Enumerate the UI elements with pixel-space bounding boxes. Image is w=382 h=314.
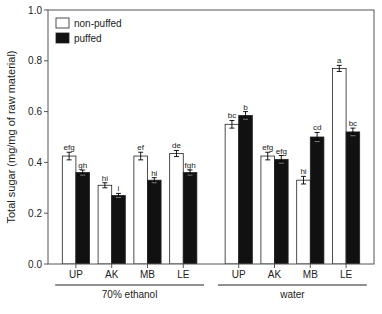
x-tick	[75, 264, 76, 268]
x-tick	[147, 264, 148, 268]
bar	[170, 154, 184, 264]
error-bar	[174, 150, 179, 156]
y-axis: 0.0 0.2 0.4 0.6 0.8 1.0	[28, 5, 48, 270]
annotations: efg hi ef de bc efg hi a gh i hi fgh b efg cd bc	[64, 56, 358, 193]
x-tick	[310, 264, 311, 268]
x-tick	[274, 264, 275, 268]
bars	[62, 68, 359, 264]
group-underline	[55, 285, 204, 286]
legend-swatch	[56, 18, 69, 28]
x-tick-label: UP	[69, 269, 83, 280]
y-tick	[44, 111, 48, 112]
error-bar	[243, 112, 248, 120]
y-tick	[44, 162, 48, 163]
legend-label: puffed	[74, 33, 102, 44]
y-axis-label: Total sugar (mg/mg of raw material)	[5, 51, 17, 224]
x-tick-label: MB	[140, 269, 155, 280]
error-bar	[102, 183, 107, 188]
bar	[183, 173, 197, 264]
y-tick	[44, 213, 48, 214]
chart: 0.0 0.2 0.4 0.6 0.8 1.0 Total sugar (mg/mg of …	[0, 0, 382, 314]
bar	[76, 173, 90, 264]
x-tick-label: UP	[232, 269, 246, 280]
error-bar	[279, 156, 284, 164]
bar	[134, 156, 148, 264]
y-tick-label: 0.0	[28, 259, 42, 270]
bar	[225, 124, 239, 264]
error-bar	[188, 170, 193, 175]
legend-label: non-puffed	[74, 18, 122, 29]
error-bar	[152, 178, 157, 183]
group-underline	[218, 285, 367, 286]
bar	[62, 156, 76, 264]
significance-label: hi	[300, 167, 306, 176]
y-tick-label: 0.6	[28, 106, 42, 117]
x-tick	[346, 264, 347, 268]
error-bar	[337, 65, 342, 71]
bar	[332, 68, 346, 264]
error-bar	[67, 152, 72, 160]
significance-label: efg	[276, 147, 287, 156]
bar	[310, 137, 324, 264]
error-bar	[116, 193, 121, 197]
significance-label: efg	[262, 143, 273, 152]
x-axis: UP AK MB LE UP AK MB LE 70% ethanol water	[55, 264, 367, 300]
bar	[297, 180, 311, 264]
plot-frame	[48, 10, 374, 264]
error-bar	[350, 128, 355, 136]
significance-label: b	[243, 103, 248, 112]
bar	[98, 185, 112, 264]
y-tick	[44, 60, 48, 61]
error-bar	[301, 176, 306, 184]
bar	[239, 115, 253, 264]
x-tick	[111, 264, 112, 268]
y-tick-label: 1.0	[28, 5, 42, 16]
x-tick-label: LE	[177, 269, 190, 280]
error-bar	[138, 152, 143, 160]
significance-label: i	[118, 184, 120, 193]
significance-label: bc	[349, 119, 357, 128]
legend-swatch	[56, 33, 69, 43]
x-tick-label: AK	[268, 269, 282, 280]
y-tick-label: 0.8	[28, 55, 42, 66]
bar	[112, 195, 126, 264]
bar	[275, 159, 289, 264]
significance-label: bc	[228, 111, 236, 120]
significance-label: efg	[64, 143, 75, 152]
significance-label: ef	[137, 143, 144, 152]
significance-label: de	[172, 141, 181, 150]
x-tick-label: MB	[303, 269, 318, 280]
y-tick-label: 0.2	[28, 208, 42, 219]
x-tick-label: LE	[340, 269, 353, 280]
significance-label: hi	[151, 169, 157, 178]
significance-label: cd	[313, 123, 321, 132]
significance-label: hi	[102, 174, 108, 183]
error-bar	[229, 120, 234, 128]
x-tick	[238, 264, 239, 268]
error-bars	[67, 65, 356, 197]
x-tick-label: AK	[105, 269, 119, 280]
bar	[261, 156, 275, 264]
y-tick	[44, 10, 48, 11]
x-tick	[183, 264, 184, 268]
bar	[346, 132, 360, 264]
significance-label: a	[337, 56, 342, 65]
significance-label: gh	[78, 161, 87, 170]
group-label: 70% ethanol	[102, 289, 158, 300]
significance-label: fgh	[185, 161, 196, 170]
bar	[147, 180, 161, 264]
error-bar	[80, 170, 85, 175]
legend: non-puffed puffed	[56, 18, 122, 44]
error-bar	[315, 132, 320, 141]
error-bar	[265, 152, 270, 160]
group-label: water	[279, 289, 305, 300]
y-tick	[44, 264, 48, 265]
y-tick-label: 0.4	[28, 157, 42, 168]
